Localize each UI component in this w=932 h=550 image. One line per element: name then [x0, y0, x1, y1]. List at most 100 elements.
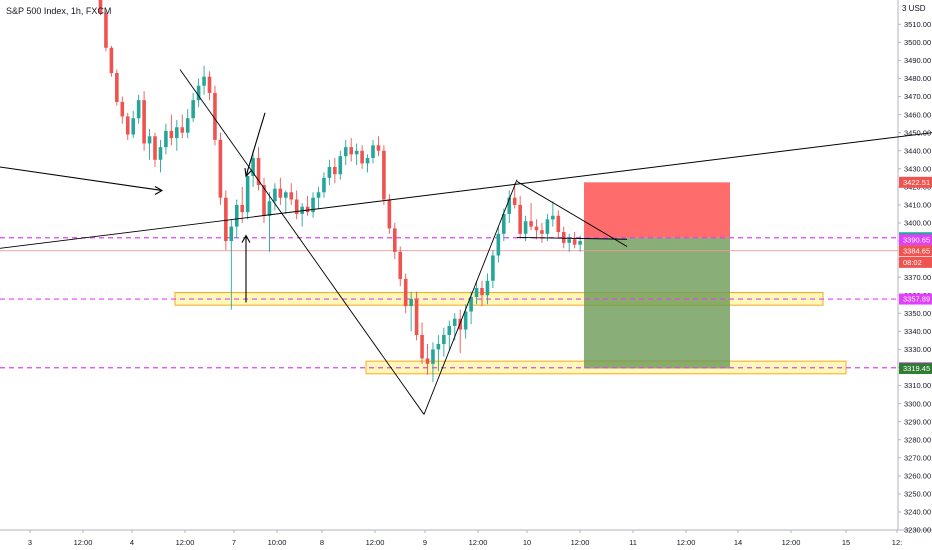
candle-body	[567, 239, 571, 243]
candle-body	[420, 334, 424, 359]
take-profit-zone	[584, 237, 730, 369]
price-tick-label: 3400.00	[904, 219, 931, 228]
candle-body	[218, 139, 223, 198]
candle-body	[360, 150, 364, 164]
price-tick-label: 3370.00	[904, 273, 931, 282]
price-tick-label: 3440.00	[904, 146, 931, 155]
currency-label[interactable]: 3 USD	[902, 4, 926, 13]
candle-body	[523, 221, 528, 234]
candle-body	[556, 215, 561, 233]
candle-body	[409, 298, 413, 307]
candle-body	[354, 150, 359, 155]
price-tick-label: 3450.00	[904, 128, 931, 137]
time-tick-label: 12:00	[782, 538, 801, 547]
candle-body	[300, 206, 304, 214]
candle-body	[578, 241, 582, 245]
time-tick-label: 9	[423, 538, 427, 547]
time-tick-label: 11	[629, 538, 637, 547]
price-tag-label: 3319.45	[903, 364, 930, 373]
price-tick-label: 3500.00	[904, 38, 931, 47]
candle-body	[322, 177, 326, 193]
price-tick-label: 3240.00	[904, 508, 931, 517]
time-tick-label: 12:00	[366, 538, 385, 547]
candle-body	[305, 206, 310, 213]
time-tick-label: 4	[130, 538, 134, 547]
candle-body	[338, 156, 343, 175]
trendline-rising	[0, 132, 932, 249]
candle-body	[234, 204, 239, 227]
candle-body	[267, 201, 272, 216]
candle-body	[262, 185, 266, 216]
candle-body	[572, 239, 577, 245]
time-tick-label: 12:00	[469, 538, 488, 547]
price-tick-label: 3330.00	[904, 345, 931, 354]
candle-body	[278, 188, 283, 198]
candle-body	[349, 147, 353, 155]
candle-body	[545, 219, 550, 234]
candle-body	[447, 325, 452, 335]
candle-body	[98, 0, 103, 14]
candle-body	[414, 298, 419, 335]
candle-body	[284, 192, 288, 198]
wedge-upper-line	[516, 181, 628, 247]
candle-body	[196, 85, 201, 101]
candle-body	[316, 192, 321, 198]
candle-body	[474, 288, 479, 298]
time-tick-label: 15	[842, 538, 850, 547]
price-tick-label: 3470.00	[904, 92, 931, 101]
time-tick-label: 10	[523, 538, 531, 547]
candle-body	[529, 221, 533, 227]
price-tick-label: 3340.00	[904, 327, 931, 336]
time-tick-label: 10:00	[268, 538, 287, 547]
price-tick-label: 3310.00	[904, 381, 931, 390]
trendline-recovery	[423, 179, 518, 415]
candle-body	[561, 232, 566, 243]
candle-body	[164, 130, 168, 148]
price-tag	[899, 245, 932, 257]
candle-body	[452, 318, 457, 326]
candle-body	[496, 233, 501, 256]
candle-body	[131, 118, 135, 135]
time-tick-label: 8	[320, 538, 324, 547]
candle-body	[463, 311, 468, 330]
candle-body	[333, 166, 337, 175]
candle-body	[436, 343, 441, 350]
candle-body	[229, 226, 234, 242]
price-tick-label: 3260.00	[904, 472, 931, 481]
candle-body	[207, 76, 212, 93]
time-tick-label: 7	[232, 538, 236, 547]
candle-body	[224, 197, 228, 242]
candle-body	[240, 204, 244, 213]
price-tick-label: 3430.00	[904, 164, 931, 173]
candle-body	[403, 278, 408, 307]
candle-body	[185, 118, 190, 133]
price-tick-label: 3510.00	[904, 20, 931, 29]
candle-body	[169, 130, 174, 139]
candle-body	[327, 166, 332, 178]
candle-body	[491, 255, 495, 281]
arrow-line-down	[245, 112, 266, 177]
time-tick-label: 12:00	[677, 538, 696, 547]
price-tag	[899, 362, 932, 374]
price-tick-label: 3270.00	[904, 453, 931, 462]
price-tag	[899, 293, 932, 305]
candle-body	[382, 150, 386, 200]
arrow-head-up	[241, 234, 251, 243]
candle-body	[125, 116, 130, 135]
candle-body	[502, 213, 506, 234]
candle-body	[534, 226, 539, 231]
time-tick-label: 12:00	[571, 538, 590, 547]
candle-body	[518, 204, 522, 234]
price-tag	[899, 234, 932, 246]
candle-body	[180, 127, 185, 133]
candle-body	[371, 145, 375, 158]
candle-body	[158, 147, 163, 160]
candle-body	[136, 100, 141, 119]
candle-body	[387, 199, 392, 229]
price-tick-label: 3300.00	[904, 399, 931, 408]
price-tag	[899, 176, 932, 188]
price-tick-label: 3490.00	[904, 56, 931, 65]
